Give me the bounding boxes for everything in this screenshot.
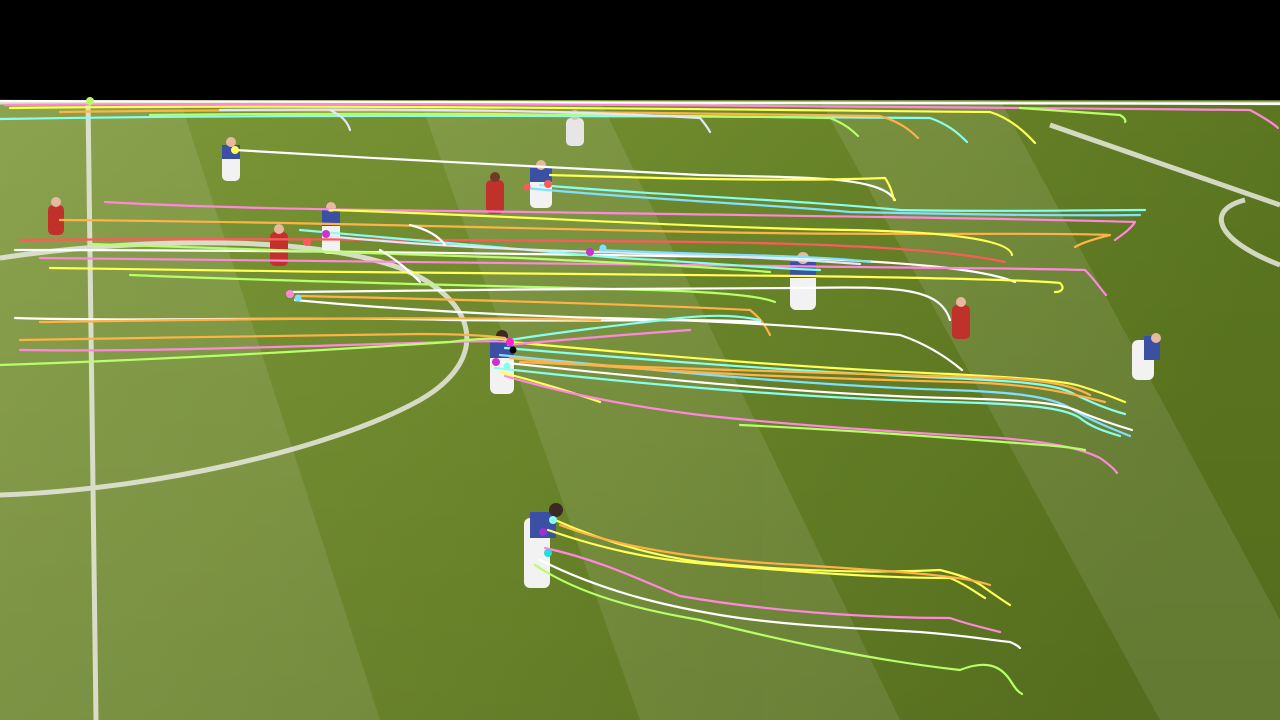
track (598, 248, 872, 264)
track-point (286, 290, 294, 298)
track (553, 518, 1012, 607)
track (738, 423, 1087, 452)
player-red-3 (486, 172, 504, 214)
track (58, 218, 1112, 249)
track (48, 266, 1064, 294)
centre-circle (0, 240, 470, 498)
track (498, 370, 602, 404)
track (288, 286, 952, 322)
top-letterbox (0, 0, 1280, 100)
track (533, 563, 1024, 696)
track (518, 360, 1092, 397)
halfway-line (85, 99, 99, 720)
tracking-keypoints (86, 97, 607, 557)
track (128, 273, 777, 304)
track (218, 108, 712, 134)
track-point (509, 346, 517, 354)
player-red-4 (952, 297, 970, 339)
track (18, 238, 1007, 264)
track-point (544, 180, 552, 188)
track-point (294, 294, 302, 302)
penalty-arc (1218, 197, 1280, 268)
track-point (506, 338, 514, 346)
player-white-7 (1132, 333, 1161, 380)
players (48, 110, 1161, 588)
track (496, 360, 1134, 432)
track-point (322, 230, 330, 238)
track-point (539, 528, 547, 536)
player-white-3 (530, 160, 552, 208)
track (538, 183, 1147, 212)
track (103, 200, 1137, 242)
track-point (231, 146, 239, 154)
track-point (523, 183, 531, 191)
track-point (586, 248, 594, 256)
track (558, 523, 992, 587)
track-point (503, 362, 511, 370)
track (538, 558, 1022, 650)
track (18, 332, 507, 342)
track (493, 366, 1122, 438)
track (323, 234, 862, 266)
track (298, 228, 822, 272)
track-point (544, 549, 552, 557)
track (548, 173, 896, 202)
track (506, 328, 692, 347)
track (1018, 106, 1127, 124)
track-point (303, 238, 311, 246)
track-point (549, 516, 557, 524)
track (328, 108, 352, 132)
track (0, 337, 512, 367)
track (88, 242, 772, 274)
track-point (599, 244, 607, 252)
track (13, 316, 762, 324)
track-point (86, 97, 94, 105)
track (508, 356, 1107, 404)
player-red-2 (270, 224, 288, 266)
track (408, 223, 447, 247)
penalty-box-line (1049, 122, 1280, 208)
track (503, 374, 1119, 475)
track (378, 248, 422, 284)
player-red-1 (48, 197, 64, 235)
track (38, 256, 1108, 297)
track-point (492, 358, 500, 366)
track (523, 186, 1142, 217)
track (3, 102, 1280, 130)
track (508, 314, 762, 342)
track (508, 340, 1127, 404)
track (543, 546, 1002, 634)
track (328, 208, 1014, 257)
track (546, 528, 987, 600)
track (8, 105, 1037, 145)
track (38, 317, 602, 324)
track (233, 148, 897, 202)
